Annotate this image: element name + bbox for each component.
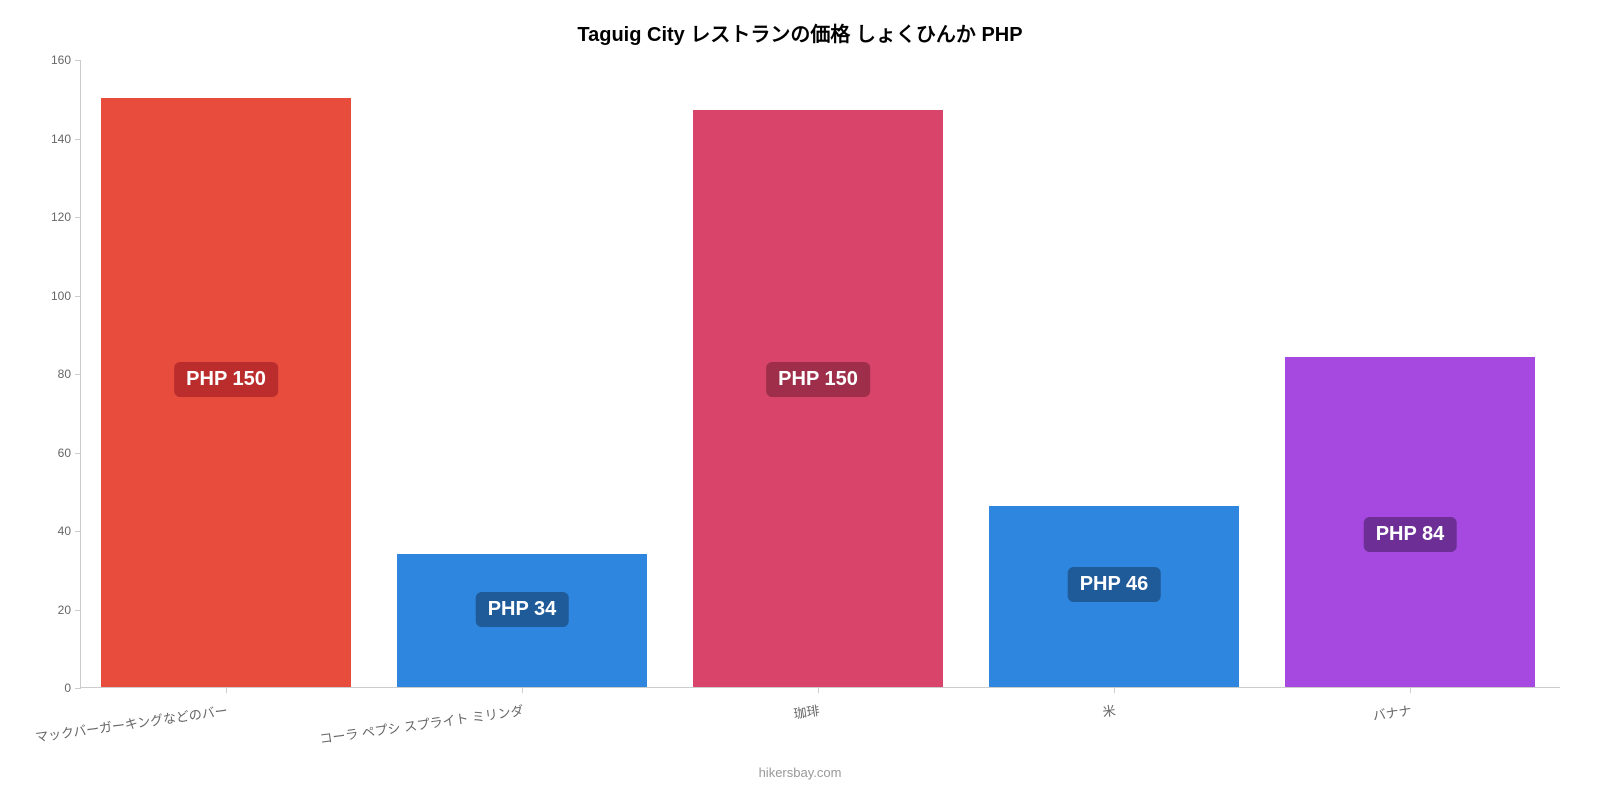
bar: PHP 150 [101, 98, 351, 687]
x-axis-label: 珈琲 [792, 700, 820, 722]
x-axis-label: 米 [1101, 700, 1117, 721]
y-tick-label: 120 [51, 210, 71, 224]
value-badge: PHP 46 [1068, 567, 1161, 602]
y-tick-label: 100 [51, 289, 71, 303]
value-badge: PHP 150 [174, 362, 278, 397]
y-tick-mark [75, 374, 81, 375]
value-badge: PHP 84 [1364, 517, 1457, 552]
y-tick-label: 60 [58, 446, 71, 460]
x-axis-label: マックバーガーキングなどのバー [34, 700, 229, 746]
bar: PHP 46 [989, 506, 1239, 687]
x-tick-mark [226, 687, 227, 693]
y-tick-label: 0 [64, 681, 71, 695]
y-tick-mark [75, 688, 81, 689]
bar: PHP 34 [397, 554, 647, 687]
y-tick-mark [75, 139, 81, 140]
y-tick-mark [75, 531, 81, 532]
x-tick-mark [522, 687, 523, 693]
x-axis-label: コーラ ペプシ スプライト ミリンダ [318, 700, 524, 747]
x-tick-mark [1114, 687, 1115, 693]
bar: PHP 84 [1285, 357, 1535, 687]
value-badge: PHP 34 [476, 592, 569, 627]
y-tick-mark [75, 610, 81, 611]
x-axis-label: バナナ [1371, 700, 1412, 724]
bar: PHP 150 [693, 110, 943, 687]
y-tick-label: 140 [51, 132, 71, 146]
y-tick-label: 160 [51, 53, 71, 67]
y-tick-mark [75, 453, 81, 454]
plot-area: 020406080100120140160PHP 150マックバーガーキングなど… [80, 60, 1560, 688]
value-badge: PHP 150 [766, 362, 870, 397]
x-tick-mark [1410, 687, 1411, 693]
y-tick-mark [75, 217, 81, 218]
y-tick-label: 80 [58, 367, 71, 381]
y-tick-mark [75, 60, 81, 61]
y-tick-label: 20 [58, 603, 71, 617]
chart-container: Taguig City レストランの価格 しょくひんか PHP 02040608… [0, 0, 1600, 800]
attribution-text: hikersbay.com [759, 765, 842, 780]
chart-title: Taguig City レストランの価格 しょくひんか PHP [0, 0, 1600, 53]
y-tick-label: 40 [58, 524, 71, 538]
y-tick-mark [75, 296, 81, 297]
x-tick-mark [818, 687, 819, 693]
